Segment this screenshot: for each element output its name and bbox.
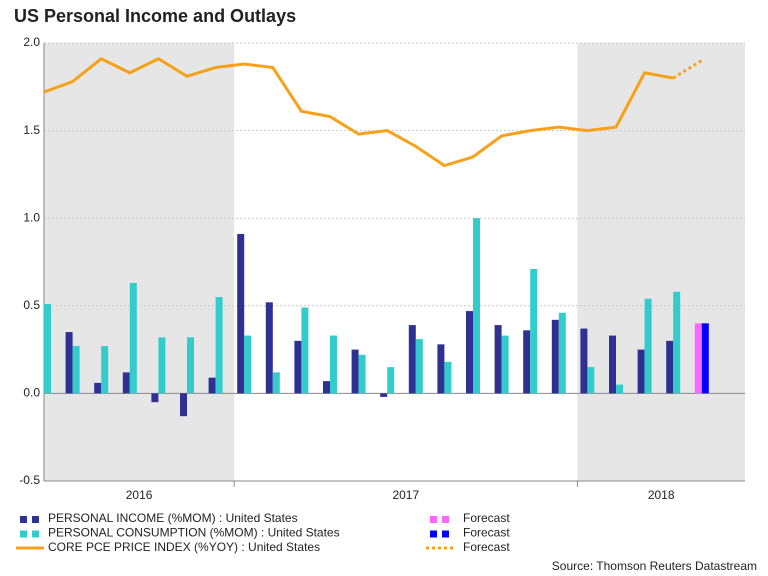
bar [208, 377, 216, 394]
bar [265, 302, 273, 394]
bar [122, 372, 130, 394]
bar [644, 298, 652, 394]
bar [272, 372, 280, 394]
bar [408, 325, 416, 394]
bar [444, 361, 452, 394]
legend-swatch [442, 516, 449, 523]
bar [294, 340, 302, 394]
bar [129, 283, 137, 394]
legend-swatch [430, 530, 437, 538]
legend-swatch [32, 516, 39, 523]
shaded-period [44, 43, 235, 481]
chart-title: US Personal Income and Outlays [14, 6, 296, 26]
bar [609, 335, 616, 394]
bar [72, 346, 80, 394]
legend-swatch [32, 530, 39, 538]
y-tick-label: 0.5 [23, 298, 40, 312]
bar [694, 323, 702, 394]
legend-label: Forecast [463, 511, 510, 525]
bar [151, 393, 159, 403]
bar [301, 307, 309, 394]
bar [616, 384, 623, 394]
bar [530, 269, 538, 394]
bar [666, 340, 674, 394]
bar [380, 393, 388, 397]
plot [44, 57, 709, 417]
x-tick-label: 2018 [648, 488, 675, 502]
bar [244, 335, 252, 394]
legend-label: PERSONAL CONSUMPTION (%MOM) : United Sta… [48, 526, 340, 540]
legend-label: Forecast [463, 540, 510, 554]
bar [215, 297, 223, 394]
legend-label: CORE PCE PRICE INDEX (%YOY) : United Sta… [48, 540, 320, 554]
bar [673, 291, 681, 394]
bar [466, 311, 473, 394]
y-tick-label: -0.5 [19, 473, 40, 487]
source: Source: Thomson Reuters Datastream [552, 559, 757, 573]
bar [94, 382, 102, 394]
y-tick-label: 0.0 [23, 386, 40, 400]
bar [415, 339, 423, 394]
legend-label: Forecast [463, 526, 510, 540]
bar [351, 349, 359, 394]
bar [330, 335, 337, 394]
bar [158, 337, 166, 394]
bar [701, 323, 709, 394]
legend-swatch [20, 530, 27, 538]
bar [523, 330, 531, 394]
bar [580, 328, 588, 394]
bar [551, 319, 559, 394]
bar [437, 344, 445, 394]
line [44, 57, 674, 168]
legend-swatch [442, 530, 449, 538]
bar [558, 312, 566, 394]
legend-swatch [20, 516, 27, 523]
bar [587, 367, 595, 394]
bar [358, 354, 366, 394]
bar [501, 335, 509, 394]
shaded-period [577, 43, 745, 481]
bar [187, 337, 194, 394]
y-tick-label: 1.5 [23, 123, 40, 137]
bar [473, 218, 480, 394]
x-tick-label: 2017 [392, 488, 419, 502]
bar [101, 346, 109, 394]
legend-swatch [430, 516, 437, 523]
legend-label: PERSONAL INCOME (%MOM) : United States [48, 511, 298, 525]
bar [494, 325, 502, 394]
x-tick-label: 2016 [126, 488, 153, 502]
bar [387, 367, 395, 394]
bar [44, 304, 51, 394]
bar [323, 381, 330, 394]
y-tick-label: 1.0 [23, 210, 40, 224]
y-tick-label: 2.0 [23, 35, 40, 49]
bar [180, 393, 187, 417]
bar [237, 233, 245, 394]
bar [637, 349, 645, 394]
bar [65, 332, 73, 394]
